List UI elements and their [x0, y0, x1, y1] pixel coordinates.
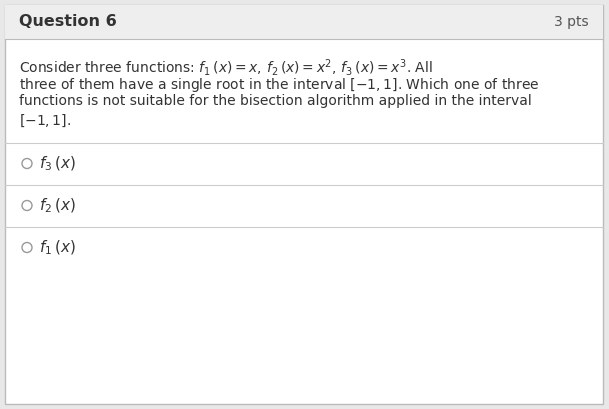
Text: $f_3\,(x)$: $f_3\,(x)$: [39, 154, 76, 173]
Text: $f_1\,(x)$: $f_1\,(x)$: [39, 238, 76, 257]
Text: 3 pts: 3 pts: [554, 15, 589, 29]
Text: Question 6: Question 6: [19, 14, 117, 29]
Text: functions is not suitable for the bisection algorithm applied in the interval: functions is not suitable for the bisect…: [19, 94, 532, 108]
Text: $[-1, 1]$.: $[-1, 1]$.: [19, 112, 71, 129]
Text: three of them have a single root in the interval $[-1, 1]$. Which one of three: three of them have a single root in the …: [19, 76, 540, 94]
Bar: [5, 5, 603, 39]
Text: $f_2\,(x)$: $f_2\,(x)$: [39, 196, 76, 215]
Text: Consider three functions: $f_1\,(x) = x,\, f_2\,(x) = x^2,\, f_3\,(x) = x^3$. Al: Consider three functions: $f_1\,(x) = x,…: [19, 57, 433, 78]
